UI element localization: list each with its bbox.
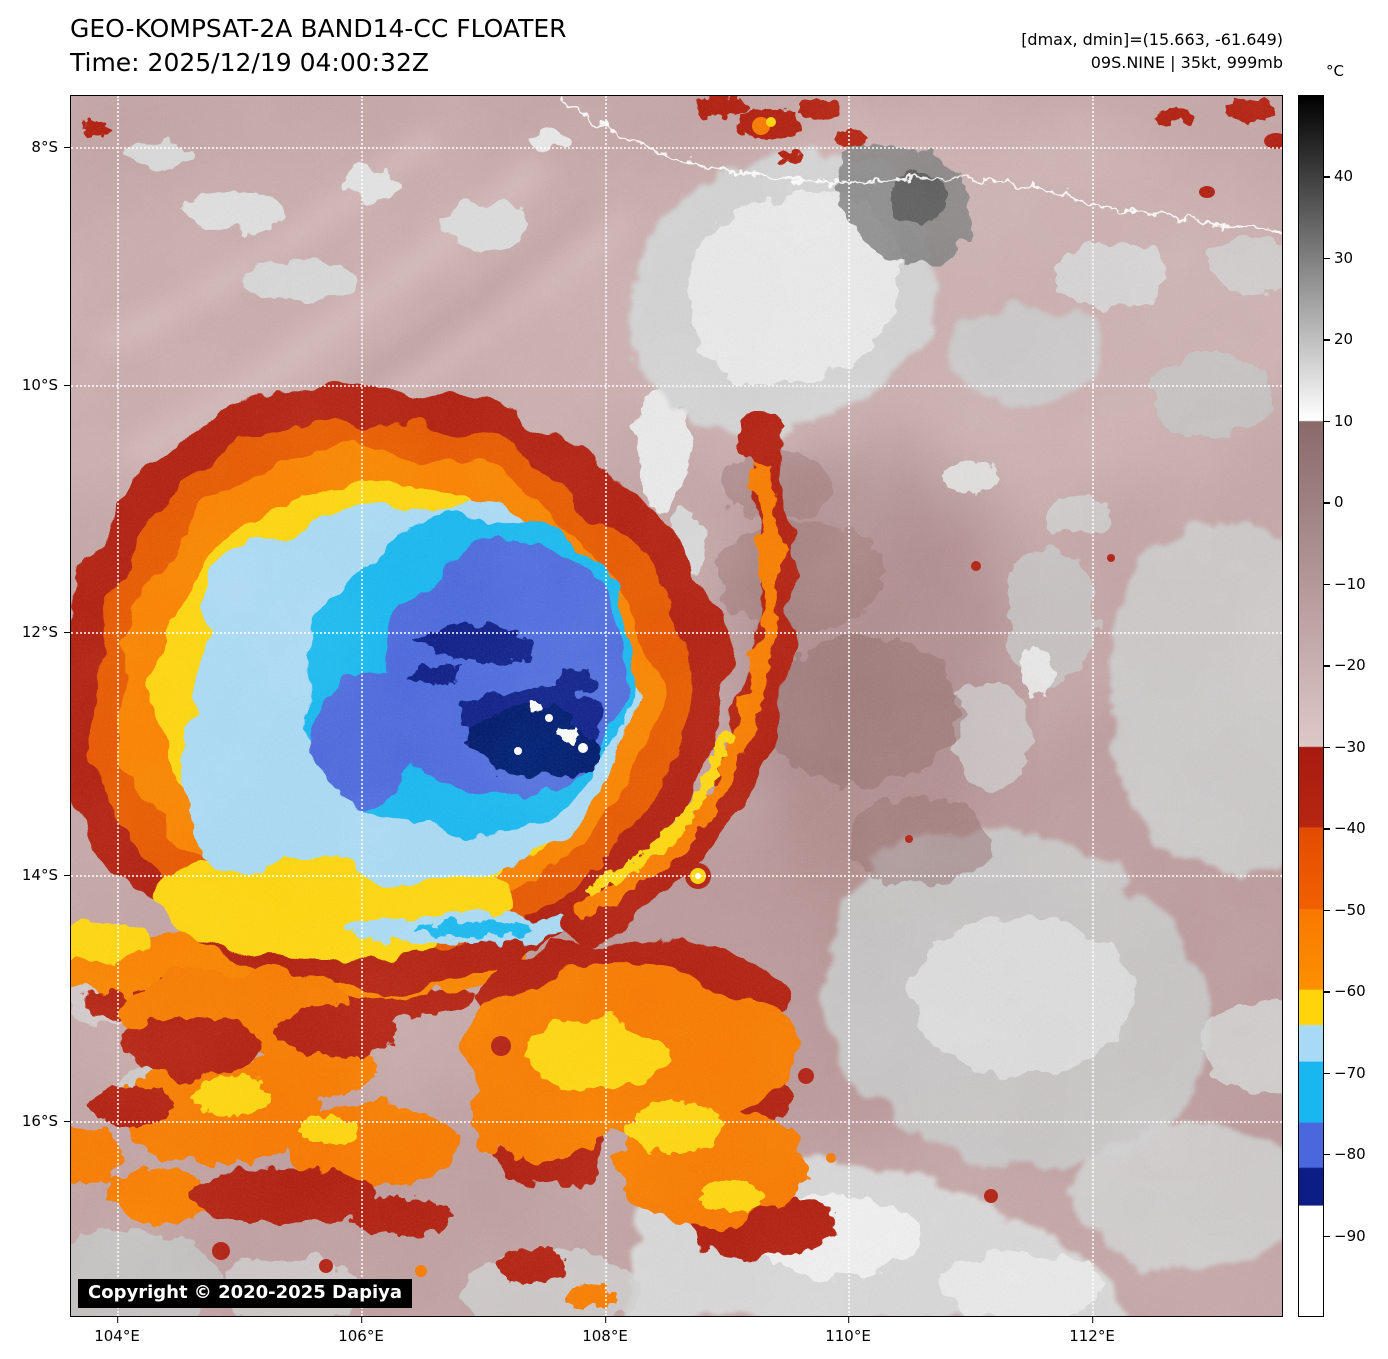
colorbar-tick-label: −80 xyxy=(1324,1145,1366,1164)
page-title: GEO-KOMPSAT-2A BAND14-CC FLOATER xyxy=(70,14,567,43)
y-axis-tick-label: 14°S xyxy=(21,866,71,884)
dmax-dmin-annotation: [dmax, dmin]=(15.663, -61.649) xyxy=(1021,30,1283,49)
colorbar-tick-label: 0 xyxy=(1324,493,1344,512)
colorbar-tick-label: −30 xyxy=(1324,737,1366,756)
gridline-lat-8s xyxy=(71,147,1282,149)
gridline-lat-14s xyxy=(71,875,1282,877)
x-axis-tick-label: 110°E xyxy=(825,1317,871,1345)
colorbar xyxy=(1298,95,1324,1317)
x-axis-tick-label: 112°E xyxy=(1069,1317,1115,1345)
x-axis: 104°E 106°E 108°E 110°E 112°E xyxy=(70,1317,1283,1357)
x-axis-tick-label: 104°E xyxy=(94,1317,140,1345)
y-axis-tick-label: 8°S xyxy=(31,138,70,156)
chart-title-block: GEO-KOMPSAT-2A BAND14-CC FLOATER Time: 2… xyxy=(70,12,567,80)
timestamp-label: Time: 2025/12/19 04:00:32Z xyxy=(70,48,429,77)
colorbar-unit-label: °C xyxy=(1326,62,1344,80)
y-axis: 8°S 10°S 12°S 14°S 16°S xyxy=(0,95,71,1317)
gridline-lon-112e xyxy=(1092,96,1094,1316)
gridline-lon-104e xyxy=(117,96,119,1316)
colorbar-tick-label: −90 xyxy=(1324,1226,1366,1245)
satellite-image xyxy=(71,96,1282,1316)
colorbar-tick-label: −20 xyxy=(1324,656,1366,675)
gridline-lon-110e xyxy=(848,96,850,1316)
colorbar-axis: 40 30 20 10 0 −10 −20 −30 −40 −50 −60 −7… xyxy=(1323,95,1388,1317)
colorbar-tick-label: −50 xyxy=(1324,900,1366,919)
gridline-lat-12s xyxy=(71,632,1282,634)
x-axis-tick-label: 108°E xyxy=(582,1317,628,1345)
colorbar-tick-label: −70 xyxy=(1324,1063,1366,1082)
gridline-lon-106e xyxy=(361,96,363,1316)
colorbar-tick-label: 40 xyxy=(1323,167,1354,186)
y-axis-tick-label: 16°S xyxy=(21,1112,71,1130)
storm-annotation-block: [dmax, dmin]=(15.663, -61.649) 09S.NINE … xyxy=(1021,28,1283,74)
gridline-lon-108e xyxy=(605,96,607,1316)
grain-texture xyxy=(71,96,1282,1316)
colorbar-tick-label: 30 xyxy=(1323,248,1354,267)
colorbar-tick-label: 20 xyxy=(1323,330,1354,349)
copyright-badge: Copyright © 2020-2025 Dapiya xyxy=(78,1279,413,1308)
colorbar-tick-label: 10 xyxy=(1323,411,1354,430)
y-axis-tick-label: 12°S xyxy=(21,623,71,641)
plot-area xyxy=(70,95,1283,1317)
colorbar-tick-label: −40 xyxy=(1324,819,1366,838)
gridline-lat-16s xyxy=(71,1121,1282,1123)
x-axis-tick-label: 106°E xyxy=(338,1317,384,1345)
y-axis-tick-label: 10°S xyxy=(21,376,71,394)
storm-info-annotation: 09S.NINE | 35kt, 999mb xyxy=(1090,53,1283,72)
colorbar-tick-label: −10 xyxy=(1324,574,1366,593)
gridline-lat-10s xyxy=(71,385,1282,387)
colorbar-tick-label: −60 xyxy=(1324,982,1366,1001)
